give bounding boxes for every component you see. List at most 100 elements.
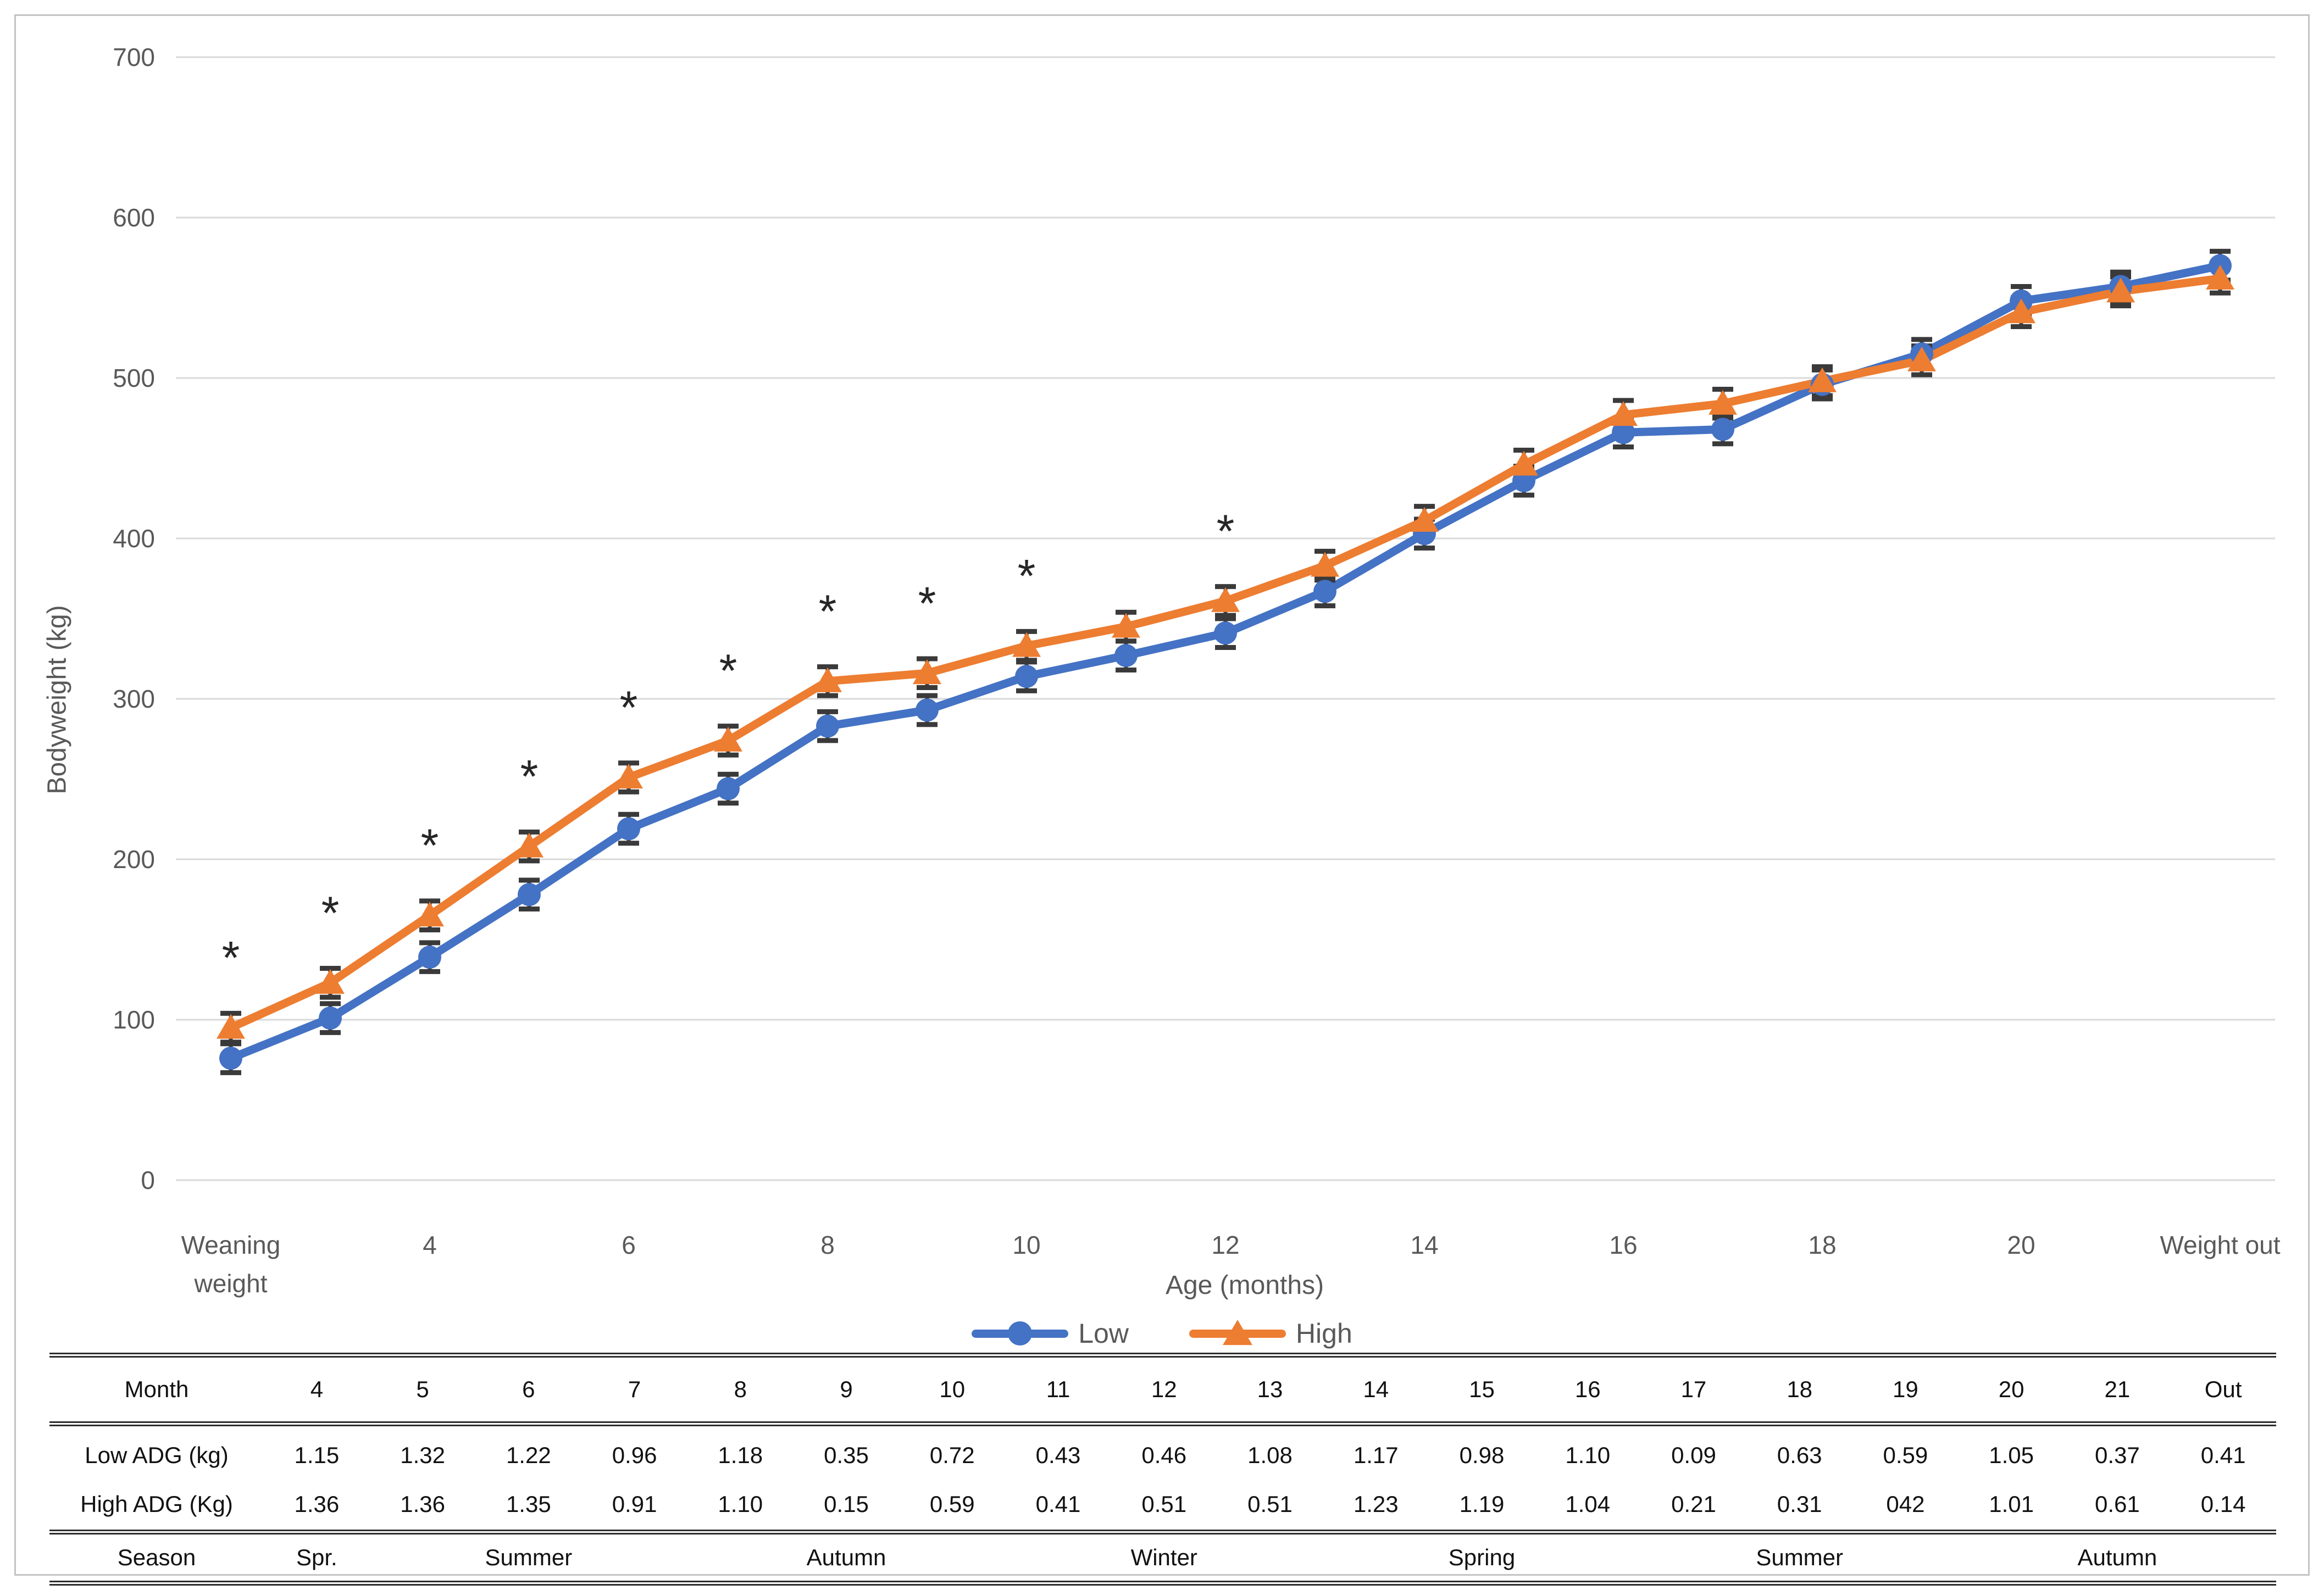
legend-item-low: Low: [972, 1317, 1129, 1349]
low-series-line-marker-icon: [972, 1321, 1069, 1346]
y-tick-label: 400: [113, 524, 155, 553]
high-series-line: [226, 274, 2225, 1032]
month-header-cell: 18: [1787, 1376, 1813, 1402]
low-point-marker: [219, 1047, 242, 1070]
month-header-cell: 15: [1469, 1376, 1495, 1402]
significance-asterisk: *: [222, 932, 240, 983]
high-point-marker: [1907, 346, 1936, 371]
high-point-marker: [714, 726, 742, 752]
x-tick-label: 20: [2007, 1231, 2035, 1259]
season-cell: Summer: [1756, 1544, 1844, 1570]
high-adg-cell: 1.23: [1353, 1491, 1399, 1517]
low-point-marker: [1015, 665, 1038, 688]
season-cell: Autumn: [806, 1544, 886, 1570]
low-adg-cell: 1.15: [294, 1442, 340, 1468]
table-row-label: High ADG (Kg): [80, 1491, 233, 1517]
low-adg-cell: 1.17: [1353, 1442, 1399, 1468]
legend-label-low: Low: [1078, 1318, 1129, 1349]
month-header-cell: 20: [1998, 1376, 2025, 1402]
high-point-marker: [1012, 632, 1041, 657]
y-tick-label: 600: [113, 203, 155, 232]
y-tick-label: 700: [113, 43, 155, 71]
low-adg-cell: 0.98: [1459, 1442, 1505, 1468]
season-cell: Autumn: [2077, 1544, 2157, 1570]
x-tick-label: 12: [1211, 1231, 1239, 1259]
month-header-cell: 17: [1680, 1376, 1707, 1402]
low-point-marker: [717, 777, 740, 800]
season-cell: Winter: [1130, 1544, 1197, 1570]
high-series-line-marker-icon: [1189, 1320, 1286, 1346]
high-point-marker: [813, 667, 842, 692]
x-tick-label: 4: [423, 1231, 437, 1259]
chart-svg: 0 100 200 300 400 500 600 700 Weaning weight 4 6 8 10…: [113, 43, 2281, 1298]
high-adg-cell: 0.15: [824, 1491, 869, 1517]
season-cell: Spr.: [296, 1544, 337, 1570]
month-header-cell: 7: [628, 1376, 641, 1402]
low-adg-cell: 0.41: [2200, 1442, 2246, 1468]
y-tick-label: 200: [113, 845, 155, 874]
month-header-cell: Out: [2204, 1376, 2242, 1402]
significance-asterisk: *: [819, 585, 837, 637]
high-adg-cell: 0.51: [1141, 1491, 1187, 1517]
y-tick-label: 300: [113, 685, 155, 713]
high-adg-cell: 1.10: [718, 1491, 763, 1517]
low-adg-cell: 1.05: [1989, 1442, 2034, 1468]
high-point-marker: [1510, 451, 1538, 476]
significance-asterisk: *: [918, 577, 936, 629]
low-point-marker: [916, 698, 939, 722]
low-adg-cell: 1.08: [1247, 1442, 1293, 1468]
month-header-cell: 6: [522, 1376, 535, 1402]
table-row-season: Season Spr. Summer Autumn Winter Spring Summer…: [49, 1530, 2276, 1586]
significance-asterisk: *: [520, 750, 539, 802]
low-adg-cell: 0.43: [1035, 1442, 1081, 1468]
x-tick-label: weight: [194, 1269, 268, 1298]
x-tick-label: 6: [622, 1231, 636, 1259]
table-row-label: Month: [124, 1376, 189, 1402]
low-point-marker: [518, 883, 541, 907]
high-point-marker: [1112, 613, 1140, 638]
x-axis-title: Age (months): [1165, 1271, 1324, 1300]
high-adg-cell: 1.36: [294, 1491, 340, 1517]
high-point-marker: [515, 832, 543, 858]
high-point-marker: [2106, 277, 2135, 303]
table-row-high-adg: High ADG (Kg) 1.36 1.36 1.35 0.91 1.10 0.15 0.5…: [49, 1479, 2276, 1530]
x-tick-label: 16: [1609, 1231, 1637, 1259]
high-point-marker: [217, 1014, 245, 1039]
adg-table: Month 4 5 6 7 8 9 10 11 12 13 14 15 16 17 18 19 20 21 Out L…: [49, 1353, 2276, 1586]
high-adg-cell: 0.14: [2200, 1491, 2246, 1517]
low-point-marker: [617, 817, 640, 841]
high-point-marker: [316, 969, 345, 994]
high-adg-cell: 0.21: [1671, 1491, 1716, 1517]
month-header-cell: 21: [2104, 1376, 2131, 1402]
high-adg-cell: 1.35: [506, 1491, 551, 1517]
high-point-marker: [1410, 507, 1439, 532]
low-adg-cell: 0.96: [612, 1442, 657, 1468]
x-tick-label: 8: [820, 1231, 835, 1259]
x-tick-label: 10: [1012, 1231, 1040, 1259]
high-adg-cell: 0.91: [612, 1491, 657, 1517]
high-point-marker: [913, 659, 941, 685]
season-cell: Summer: [485, 1544, 573, 1570]
month-header-cell: 19: [1893, 1376, 1918, 1402]
high-point-marker: [1311, 552, 1339, 577]
significance-asterisk: *: [421, 820, 439, 871]
low-point-marker: [816, 714, 839, 738]
high-adg-cell: 042: [1886, 1491, 1925, 1517]
month-header-cell: 14: [1363, 1376, 1389, 1402]
high-point-marker: [2007, 298, 2035, 324]
low-point-marker: [1313, 580, 1336, 603]
low-adg-cell: 1.32: [400, 1442, 445, 1468]
month-header-cell: 5: [416, 1376, 429, 1402]
chart-legend: Low High: [0, 1317, 2324, 1349]
low-adg-cell: 0.37: [2095, 1442, 2140, 1468]
high-adg-cell: 0.41: [1035, 1491, 1081, 1517]
month-header-cell: 8: [734, 1376, 747, 1402]
low-adg-cell: 1.18: [718, 1442, 763, 1468]
x-tick-label: Weaning: [181, 1231, 281, 1259]
low-series-line: [226, 262, 2225, 1063]
y-tick-label: 100: [113, 1005, 155, 1034]
high-point-marker: [1211, 587, 1240, 612]
low-point-marker: [1214, 621, 1237, 645]
high-adg-cell: 0.31: [1777, 1491, 1822, 1517]
